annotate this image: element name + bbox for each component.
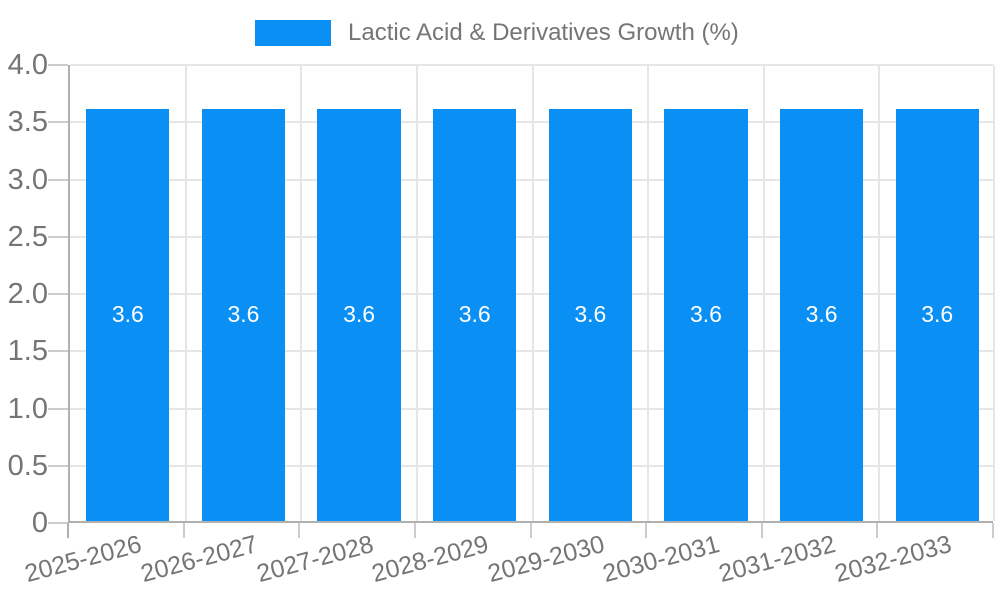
plot-area: 3.6 3.6 3.6 3.6 3.6 3.6 3.6 3.6 xyxy=(68,64,995,523)
gridline-vertical xyxy=(647,65,650,521)
gridline-vertical xyxy=(300,65,303,521)
y-axis-tick xyxy=(48,350,68,353)
y-axis-tick xyxy=(48,178,68,181)
x-axis-label: 2032-2033 xyxy=(831,530,955,589)
x-axis-tick xyxy=(67,523,69,538)
x-axis-tick xyxy=(760,523,763,538)
x-axis-tick xyxy=(876,523,879,538)
gridline-vertical xyxy=(993,65,995,521)
x-axis-label: 2030-2031 xyxy=(600,530,723,589)
y-axis-label: 3.5 xyxy=(7,106,48,139)
y-axis-label: 1.0 xyxy=(7,392,48,425)
x-axis-tick xyxy=(182,523,185,538)
x-axis-label: 2027-2028 xyxy=(253,530,377,589)
x-axis-label: 2028-2029 xyxy=(368,530,492,589)
y-axis-tick xyxy=(48,121,68,124)
y-axis-label: 0 xyxy=(31,507,48,539)
y-axis-label: 2.0 xyxy=(7,278,48,310)
y-axis-tick xyxy=(48,235,68,238)
bar: 3.6 xyxy=(433,108,517,521)
bar: 3.6 xyxy=(895,108,979,521)
bar-value-label: 3.6 xyxy=(458,301,491,328)
bar: 3.6 xyxy=(86,108,170,521)
x-axis-tick xyxy=(298,523,301,538)
bar-value-label: 3.6 xyxy=(574,301,607,328)
bar-value-label: 3.6 xyxy=(343,301,376,328)
bar-value-label: 3.6 xyxy=(921,301,954,328)
y-axis-tick xyxy=(48,407,68,410)
legend-swatch xyxy=(255,20,331,46)
bar: 3.6 xyxy=(779,108,864,521)
bar: 3.6 xyxy=(201,108,286,521)
bar-value-label: 3.6 xyxy=(111,301,144,328)
gridline-vertical xyxy=(878,65,881,521)
legend: Lactic Acid & Derivatives Growth (%) xyxy=(255,20,739,46)
gridline-vertical xyxy=(531,65,534,521)
x-axis-tick xyxy=(413,523,416,538)
y-axis-label: 2.5 xyxy=(7,220,48,253)
y-axis-tick xyxy=(48,522,68,524)
x-axis-tick xyxy=(529,523,532,538)
x-axis-label: 2031-2032 xyxy=(715,530,839,589)
x-axis-label: 2029-2030 xyxy=(484,530,608,589)
x-axis-tick xyxy=(645,523,648,538)
y-axis-label: 3.0 xyxy=(7,163,48,196)
y-axis-label: 4.0 xyxy=(7,49,48,81)
y-axis-tick xyxy=(48,293,68,295)
bar-value-label: 3.6 xyxy=(689,301,722,328)
legend-label: Lactic Acid & Derivatives Growth (%) xyxy=(348,19,739,46)
y-axis-tick xyxy=(48,64,68,66)
gridline-vertical xyxy=(415,65,418,521)
gridline-vertical xyxy=(184,65,187,521)
x-axis-label: 2025-2026 xyxy=(22,530,145,589)
gridline-vertical xyxy=(762,65,765,521)
bar-value-label: 3.6 xyxy=(805,301,838,328)
y-axis-label: 0.5 xyxy=(7,449,48,482)
x-axis-label: 2026-2027 xyxy=(137,530,261,589)
bar: 3.6 xyxy=(664,108,748,521)
y-axis-tick xyxy=(48,464,68,467)
x-axis-tick xyxy=(992,523,994,538)
bar: 3.6 xyxy=(548,108,632,521)
bar-value-label: 3.6 xyxy=(227,301,260,328)
y-axis-label: 1.5 xyxy=(7,335,48,368)
bar: 3.6 xyxy=(317,108,401,521)
